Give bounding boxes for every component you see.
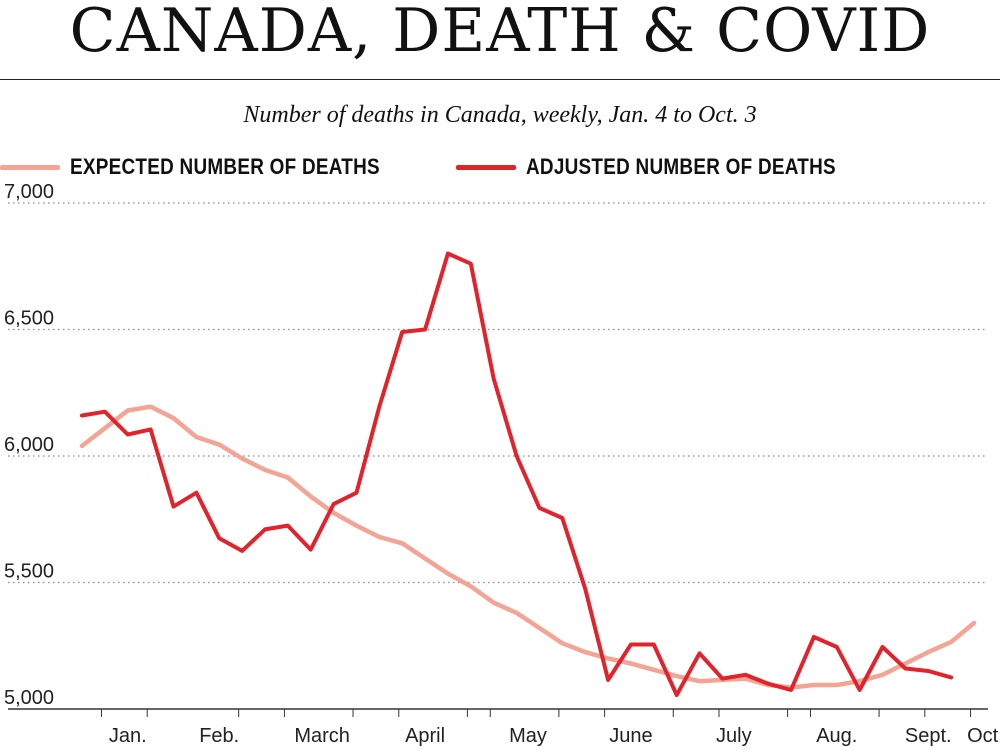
x-tick-label: Feb.	[199, 725, 239, 747]
chart-title: CANADA, DEATH & COVID	[69, 0, 931, 66]
x-tick-label: Oct.	[967, 725, 1000, 747]
chart-legend: EXPECTED NUMBER OF DEATHS ADJUSTED NUMBE…	[0, 150, 913, 184]
x-tick-label: Sept.	[905, 725, 952, 747]
legend-swatch-adjusted	[456, 164, 517, 170]
title-divider	[0, 79, 1000, 80]
legend-item-adjusted: ADJUSTED NUMBER OF DEATHS	[456, 154, 886, 180]
x-tick-label: Jan.	[109, 725, 147, 747]
legend-label-adjusted: ADJUSTED NUMBER OF DEATHS	[526, 154, 837, 179]
legend-label-expected: EXPECTED NUMBER OF DEATHS	[70, 154, 380, 179]
y-tick-label: 6,500	[4, 308, 54, 330]
y-tick-label: 6,000	[4, 434, 54, 456]
x-tick-label: March	[294, 725, 350, 747]
legend-item-expected: EXPECTED NUMBER OF DEATHS	[0, 154, 430, 180]
y-tick-label: 5,500	[4, 561, 54, 583]
x-tick-label: Aug.	[816, 725, 857, 747]
y-tick-label: 5,000	[4, 687, 54, 709]
y-tick-label: 7,000	[4, 181, 54, 203]
x-tick-label: June	[609, 725, 652, 747]
x-tick-label: April	[405, 725, 445, 747]
x-tick-label: July	[716, 725, 752, 747]
series-line-expected	[79, 404, 977, 690]
chart-subtitle: Number of deaths in Canada, weekly, Jan.…	[243, 102, 757, 128]
x-tick-label: May	[509, 725, 547, 747]
series-line-adjusted	[80, 251, 954, 698]
legend-swatch-expected	[0, 164, 60, 170]
